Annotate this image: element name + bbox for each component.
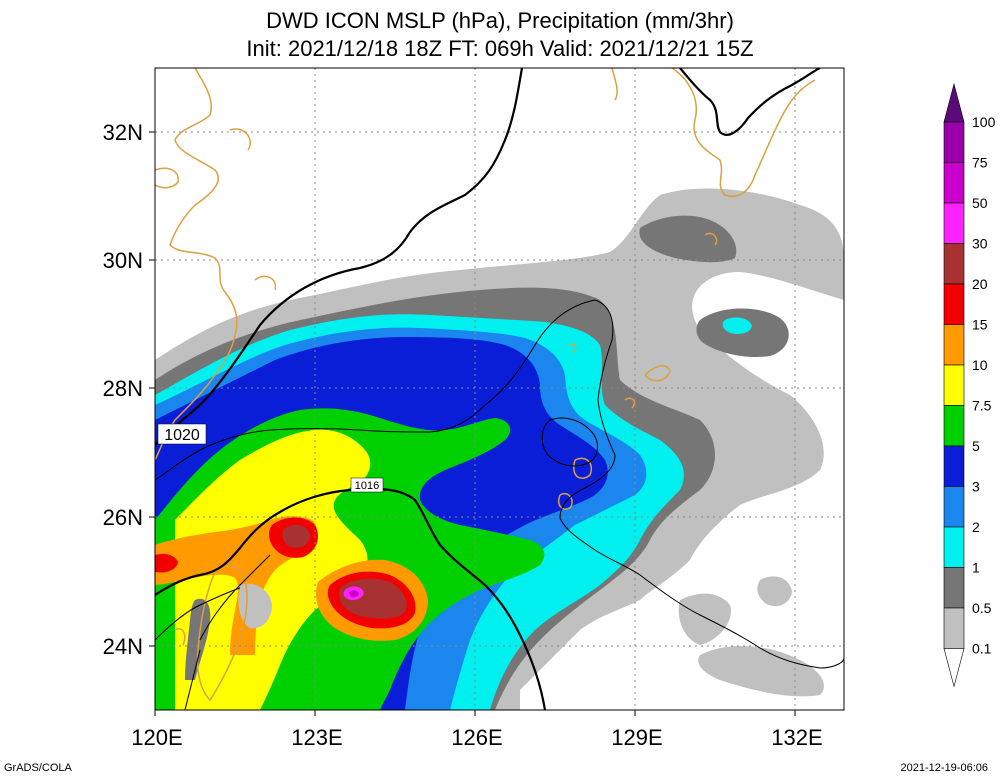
legend-swatch xyxy=(943,526,965,568)
coastlines xyxy=(155,68,816,702)
precip-band-0.1-east xyxy=(678,593,731,645)
legend-level-label: 100 xyxy=(972,114,996,130)
map-plot-area xyxy=(155,68,844,710)
legend-swatch xyxy=(943,445,965,487)
footer-timestamp: 2021-12-19-06:06 xyxy=(900,762,988,774)
legend-swatch xyxy=(943,486,965,528)
legend-swatch xyxy=(943,405,965,447)
x-tick-label: 126E xyxy=(451,725,502,750)
legend-swatch xyxy=(943,283,965,325)
legend-level-label: 0.5 xyxy=(972,600,992,616)
map-subtitle: Init: 2021/12/18 18Z FT: 069h Valid: 202… xyxy=(246,36,754,61)
x-tick-label: 132E xyxy=(771,725,822,750)
isobar-1020-ne xyxy=(679,68,821,136)
isobar-1012-b xyxy=(184,649,201,710)
y-tick-label: 26N xyxy=(103,505,143,530)
y-axis-labels: 32N 30N 28N 26N 24N xyxy=(103,120,143,659)
precip-band-5-ne xyxy=(452,428,492,454)
legend-swatch xyxy=(943,607,965,649)
precip-band-10 xyxy=(155,516,318,655)
precip-band-50 xyxy=(349,590,359,598)
plot-border xyxy=(154,67,845,711)
precip-band-0.1-southeast xyxy=(698,645,824,697)
legend-level-label: 30 xyxy=(972,236,988,252)
precip-band-0.1-east2 xyxy=(757,576,792,607)
isobar-1020-south xyxy=(155,487,547,710)
legend-swatch xyxy=(943,364,965,406)
legend-level-label: 15 xyxy=(972,317,988,333)
isobar-label-1020: 1020 xyxy=(164,427,200,444)
legend-swatch xyxy=(943,648,965,688)
precip-band-1-east xyxy=(722,317,752,334)
isobar-1020 xyxy=(155,68,524,446)
legend-level-label: 10 xyxy=(972,357,988,373)
legend-swatch xyxy=(943,202,965,244)
legend-swatch xyxy=(943,324,965,366)
footer-credit: GrADS/COLA xyxy=(4,762,72,774)
y-tick-label: 32N xyxy=(103,120,143,145)
x-tick-label: 129E xyxy=(611,725,662,750)
legend-swatch xyxy=(943,162,965,204)
isobar-1016-inner xyxy=(199,554,271,641)
legend-level-label: 2 xyxy=(972,519,980,535)
axis-ticks xyxy=(149,131,796,716)
lat-lon-grid xyxy=(155,68,844,710)
precip-band-15-west xyxy=(155,553,178,573)
y-tick-label: 28N xyxy=(103,376,143,401)
legend-swatch xyxy=(943,243,965,285)
isobar-1016 xyxy=(155,299,844,669)
legend-level-label: 20 xyxy=(972,276,988,292)
legend-level-label: 50 xyxy=(972,195,988,211)
legend-swatch xyxy=(943,121,965,163)
isobar-label-1016: 1016 xyxy=(355,480,379,492)
y-tick-label: 30N xyxy=(103,248,143,273)
isobar-1016-loop xyxy=(541,417,598,467)
legend-level-label: 0.1 xyxy=(972,641,992,657)
x-tick-label: 123E xyxy=(291,725,342,750)
isobar-labels: 1020 1016 xyxy=(157,423,384,493)
y-tick-label: 24N xyxy=(103,634,143,659)
legend-level-label: 1 xyxy=(972,560,980,576)
isobars xyxy=(155,68,844,710)
legend-level-label: 5 xyxy=(972,438,980,454)
precip-band-taiwan xyxy=(185,598,211,680)
x-tick-label: 120E xyxy=(131,725,182,750)
precipitation-shading xyxy=(155,188,844,710)
x-axis-labels: 120E 123E 126E 129E 132E xyxy=(131,725,822,750)
precip-band-0.5-north xyxy=(639,215,737,263)
legend-level-label: 7.5 xyxy=(972,398,992,414)
precipitation-legend: 100 75 50 30 20 15 10 7.5 5 3 2 1 0.5 0.1 xyxy=(943,82,996,688)
legend-level-label: 75 xyxy=(972,155,988,171)
legend-swatch xyxy=(943,82,965,123)
isobar-1012 xyxy=(155,587,241,641)
map-title: DWD ICON MSLP (hPa), Precipitation (mm/3… xyxy=(266,8,734,33)
precip-band-20 xyxy=(282,524,310,548)
legend-level-label: 3 xyxy=(972,479,980,495)
legend-swatch xyxy=(943,567,965,609)
